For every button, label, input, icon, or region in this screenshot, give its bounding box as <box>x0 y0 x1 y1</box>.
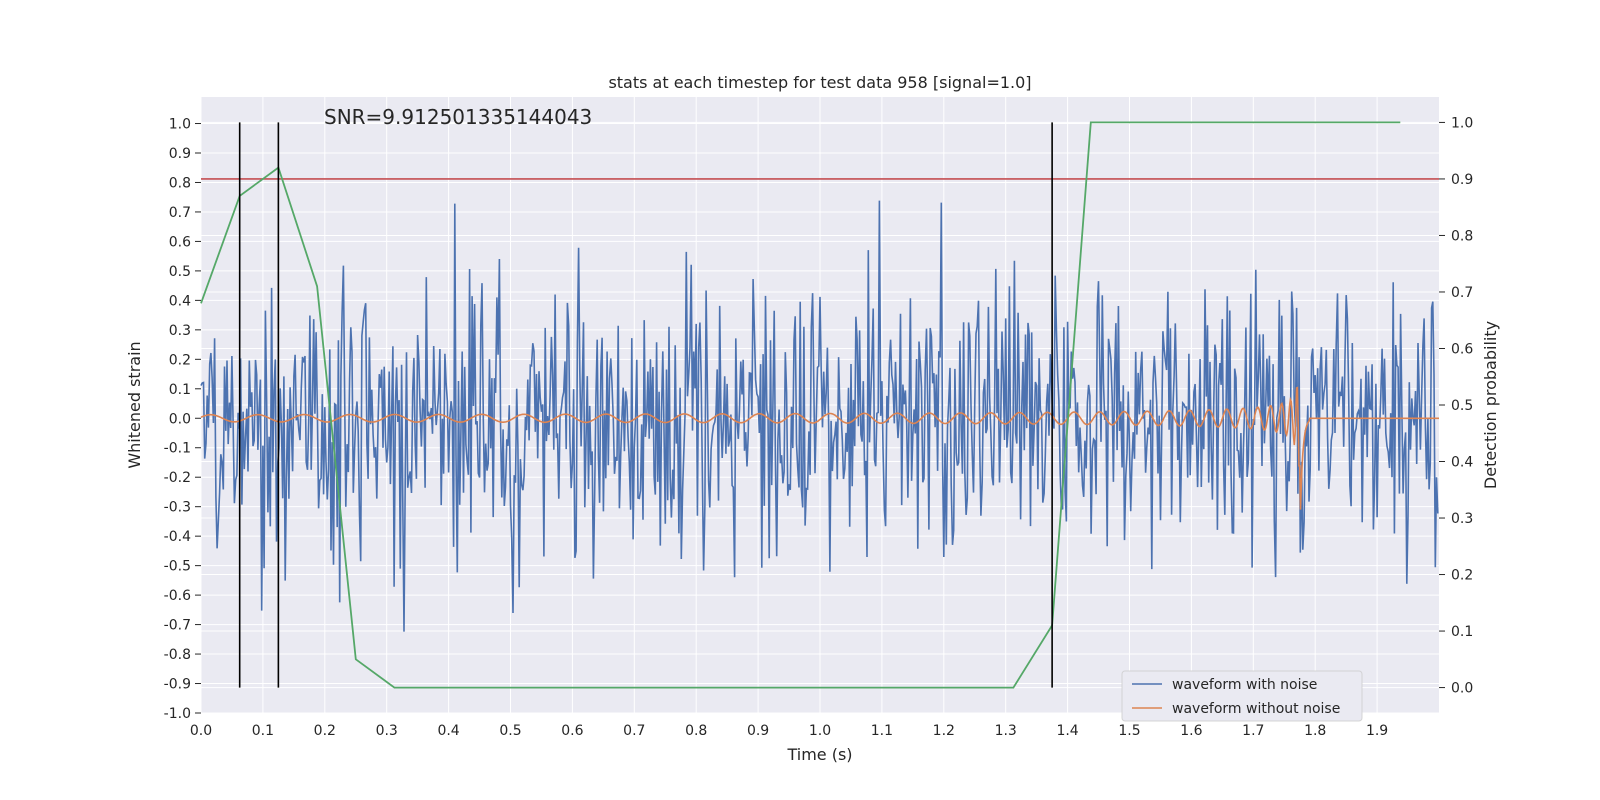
legend-box <box>1121 670 1363 722</box>
y2-tick-label: 0.4 <box>1451 455 1473 471</box>
y-tick-label: 0.3 <box>169 323 191 339</box>
x-tick-label: 0.6 <box>561 723 583 739</box>
y2-tick-label: 0.5 <box>1451 398 1473 414</box>
series-detection-probability <box>200 121 1439 689</box>
y-tick-label: 0.8 <box>169 175 191 191</box>
y2-tick-label: 1.0 <box>1451 115 1473 131</box>
x-tick-label: 1.5 <box>1118 723 1140 739</box>
y-tick-label: 1.0 <box>169 117 191 133</box>
y-tick-label: 0.0 <box>169 411 191 427</box>
y-tick-label: 0.7 <box>169 205 191 221</box>
y2-tick-label: 0.9 <box>1451 172 1473 188</box>
y-tick-label: -0.6 <box>164 588 191 604</box>
y-tick-label: 0.6 <box>169 234 191 250</box>
y-tick-label: -0.2 <box>164 470 191 486</box>
x-tick-label: 1.2 <box>933 723 955 739</box>
y-tick-label: -0.7 <box>164 618 191 634</box>
y-tick-label: -0.5 <box>164 559 191 575</box>
legend: waveform with noise waveform without noi… <box>1121 670 1363 722</box>
x-tick-label: 0.1 <box>252 723 274 739</box>
x-tick-label: 0.8 <box>685 723 707 739</box>
x-tick-label: 1.3 <box>995 723 1017 739</box>
x-tick-label: 0.9 <box>747 723 769 739</box>
x-tick-label: 0.2 <box>314 723 336 739</box>
series-waveform-without-noise <box>200 386 1439 510</box>
y-tick-label: 0.5 <box>169 264 191 280</box>
y-tick-label: 0.4 <box>169 293 191 309</box>
x-tick-label: 0.7 <box>623 723 645 739</box>
snr-annotation: SNR=9.912501335144043 <box>324 105 592 129</box>
y-tick-label: -0.8 <box>164 647 191 663</box>
y2-ticks: 0.0 0.1 0.2 0.3 0.4 0.5 0.6 0.7 0.8 0.9 1.0 <box>1439 115 1473 697</box>
x-tick-label: 1.1 <box>871 723 893 739</box>
y2-tick-label: 0.6 <box>1451 341 1473 357</box>
y-ticks: -1.0 -0.9 -0.8 -0.7 -0.6 -0.5 -0.4 -0.3 -0.2 -0.1… <box>164 117 201 722</box>
grid <box>200 97 1439 714</box>
y-tick-label: -0.3 <box>164 500 191 516</box>
detection-probability-line <box>200 121 1401 689</box>
x-tick-label: 1.8 <box>1304 723 1326 739</box>
y2-tick-label: 0.2 <box>1451 568 1473 584</box>
x-tick-label: 0.3 <box>376 723 398 739</box>
y-tick-label: -1.0 <box>164 706 191 722</box>
y-tick-label: -0.4 <box>164 529 191 545</box>
x-tick-label: 1.7 <box>1242 723 1264 739</box>
y-tick-label: 0.1 <box>169 382 191 398</box>
legend-label-noise: waveform with noise <box>1172 677 1317 693</box>
x-tick-label: 0.4 <box>437 723 459 739</box>
chart-title: stats at each timestep for test data 958… <box>608 73 1031 92</box>
y2-tick-label: 0.0 <box>1451 681 1473 697</box>
marker-lines <box>238 122 1053 688</box>
x-tick-label: 0.0 <box>190 723 212 739</box>
waveform-with-noise-line <box>200 200 1439 632</box>
series-waveform-with-noise <box>200 200 1439 632</box>
legend-label-chirp: waveform without noise <box>1172 701 1340 717</box>
x-tick-label: 0.5 <box>499 723 521 739</box>
x-tick-label: 1.0 <box>809 723 831 739</box>
y2-tick-label: 0.7 <box>1451 285 1473 301</box>
x-ticks: 0.0 0.1 0.2 0.3 0.4 0.5 0.6 0.7 0.8 0.9 1.0 1.1 1.2 1… <box>190 723 1388 739</box>
y-axis-label: Whitened strain <box>125 341 144 468</box>
y2-axis-label: Detection probability <box>1481 321 1500 489</box>
y2-tick-label: 0.3 <box>1451 511 1473 527</box>
x-tick-label: 1.9 <box>1366 723 1388 739</box>
waveform-without-noise-line <box>200 386 1439 510</box>
x-axis-label: Time (s) <box>786 745 852 764</box>
y-tick-label: 0.9 <box>169 146 191 162</box>
y2-tick-label: 0.8 <box>1451 228 1473 244</box>
x-tick-label: 1.4 <box>1056 723 1078 739</box>
y-tick-label: 0.2 <box>169 352 191 368</box>
y-tick-label: -0.1 <box>164 441 191 457</box>
y2-tick-label: 0.1 <box>1451 624 1473 640</box>
x-tick-label: 1.6 <box>1180 723 1202 739</box>
y-tick-label: -0.9 <box>164 677 191 693</box>
